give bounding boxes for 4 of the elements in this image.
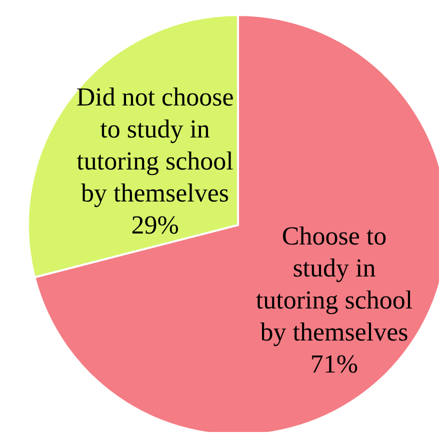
slice-label: Did not choose to study in tutoring school by themselves <box>76 82 234 208</box>
data-label: 71% <box>310 349 358 378</box>
data-label: 29% <box>131 210 179 240</box>
slice-label: Choose to study in tutoring school by themselves <box>256 221 413 346</box>
